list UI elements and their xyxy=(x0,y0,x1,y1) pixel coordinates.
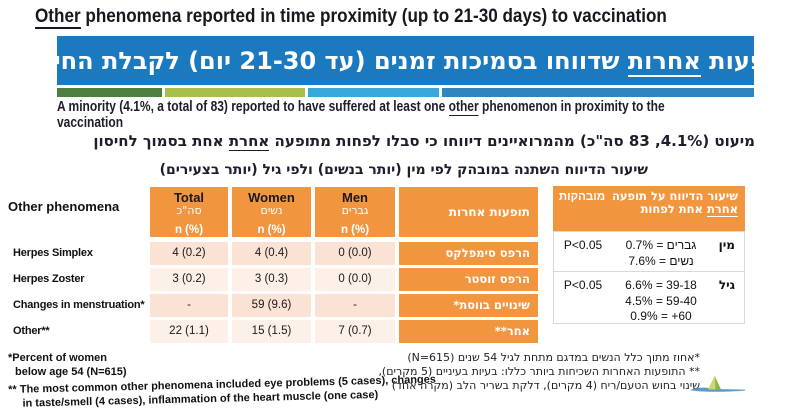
side-age-pvalue: P<0.05 xyxy=(563,278,603,292)
side-age-value-60plus: 0.9% = +60 xyxy=(630,309,692,323)
stripe-segment-lightgreen xyxy=(165,88,305,97)
side-sex-values: 0.7% = גברים 7.6% = נשים xyxy=(610,238,712,269)
side-sex-pvalue: P<0.05 xyxy=(563,238,603,252)
footnote-he: *אחוז מתוך כלל הנשים במדגם מתחת לגיל 54 … xyxy=(364,351,700,393)
intro-he1-underlined-word: אחרת xyxy=(228,132,270,151)
cell-other-women: 15 (1.5) xyxy=(232,320,311,343)
side-header-rate-underlined: אחרת xyxy=(706,202,738,217)
footnote-he-2: ** התופעות האחרות השכיחות ביותר כללו: בע… xyxy=(378,365,700,392)
side-age-value-18-39: 6.6% = 39-18 xyxy=(625,278,697,292)
title-underlined-word: Other xyxy=(35,6,81,29)
footnote-en-1-line2: below age 54 (N=615) xyxy=(15,366,127,378)
side-age-value-40-59: 4.5% = 59-40 xyxy=(625,293,697,308)
cell-simplex-total: 4 (0.2) xyxy=(150,242,228,265)
footnote-he-1: *אחוז מתוך כלל הנשים במדגם מתחת לגיל 54 … xyxy=(407,351,700,364)
intro-en-line1-pre: A minority (4.1%, a total of 83) reporte… xyxy=(57,98,449,115)
table-corner-label: Other phenomena xyxy=(8,199,120,214)
column-header-total: Total סה"כ n (%) xyxy=(150,187,228,237)
side-header-rate: שיעור הדיווח על תופעה אחרת אחת לפחות xyxy=(610,189,738,217)
row-label-herpes-simplex: Herpes Simplex xyxy=(13,247,93,259)
cell-other-men: 7 (0.7) xyxy=(315,320,395,343)
header-men-he: גברים xyxy=(341,204,369,217)
side-row-age: P<0.05 6.6% = 39-18 4.5% = 59-40 0.9% = … xyxy=(553,271,745,324)
intro-en-line1: A minority (4.1%, a total of 83) reporte… xyxy=(57,98,665,116)
cell-zoster-he-label: הרפס זוסטר xyxy=(399,268,538,291)
cell-other-he-label: אחר** xyxy=(399,320,538,343)
cell-zoster-men: 0 (0.0) xyxy=(315,268,395,291)
cell-menstruation-women: 59 (9.6) xyxy=(232,294,311,317)
side-table-header: מובהקות שיעור הדיווח על תופעה אחרת אחת ל… xyxy=(553,186,745,231)
intro-en-line1-post: phenomenon in proximity to the xyxy=(478,98,665,115)
stripe-segment-green xyxy=(57,88,162,97)
intro-he1-post: אחת בסמוך לחיסון xyxy=(93,132,229,150)
cell-zoster-women: 3 (0.3) xyxy=(232,268,311,291)
intro-he1-pre: מיעוט (4.1%, 83 סה"כ) מהמרואיינים דיווחו… xyxy=(269,132,755,150)
title-rest: phenomena reported in time proximity (up… xyxy=(80,6,667,27)
header-phenomena-he-text: תופעות אחרות xyxy=(448,205,530,219)
side-header-rate-post: אחת לפחות xyxy=(640,202,707,216)
cell-simplex-men: 0 (0.0) xyxy=(315,242,395,265)
column-header-phenomena-he: תופעות אחרות xyxy=(399,187,538,237)
hebrew-title-text: תופעות אחרות שדווחו בסמיכות זמנים (עד 21… xyxy=(20,46,791,77)
hebrew-title-banner: תופעות אחרות שדווחו בסמיכות זמנים (עד 21… xyxy=(21,36,790,85)
column-header-women: Women נשים n (%) xyxy=(232,187,311,237)
footnote-en-1: *Percent of women below age 54 (N=615) xyxy=(8,351,127,379)
header-men-en: Men xyxy=(342,190,368,205)
header-total-he: סה"כ xyxy=(176,204,202,217)
ministry-logo-icon xyxy=(690,375,745,392)
header-women-en: Women xyxy=(248,190,295,205)
intro-en-underlined-word: other xyxy=(448,98,479,116)
intro-paragraph-en: A minority (4.1%, a total of 83) reporte… xyxy=(57,98,665,131)
footnote-en-1-line1: *Percent of women xyxy=(8,352,108,364)
intro-en-line2: vaccination xyxy=(57,114,124,131)
cell-menstruation-total: - xyxy=(150,294,228,317)
header-total-unit: n (%) xyxy=(174,224,204,236)
row-label-other: Other** xyxy=(13,325,50,337)
banner-underlined-word: אחרות xyxy=(627,46,701,77)
header-women-unit: n (%) xyxy=(257,224,286,236)
cell-other-total: 22 (1.1) xyxy=(150,320,228,343)
cell-menstruation-men: - xyxy=(315,294,395,317)
header-men-unit: n (%) xyxy=(340,224,370,236)
row-label-menstruation: Changes in menstruation* xyxy=(13,299,145,311)
intro-paragraph-he-line2: שיעור הדיווח השתנה במובהק לפי מין (יותר … xyxy=(159,162,648,178)
banner-post: שדווחו בסמיכות זמנים (עד 21-30 יום) לקבל… xyxy=(20,46,628,75)
stripe-segment-cyan xyxy=(308,88,439,97)
side-sex-value-men: 0.7% = גברים xyxy=(625,238,697,252)
side-sex-value-women: 7.6% = נשים xyxy=(628,253,694,268)
side-row-sex: P<0.05 0.7% = גברים 7.6% = נשים מין xyxy=(553,231,745,272)
row-label-herpes-zoster: Herpes Zoster xyxy=(13,273,85,285)
banner-pre: תופעות xyxy=(700,46,791,75)
cell-simplex-women: 4 (0.4) xyxy=(232,242,311,265)
column-header-men: Men גברים n (%) xyxy=(315,187,395,237)
side-sex-label: מין xyxy=(718,238,735,252)
cell-menstruation-he-label: שינויים בווסת* xyxy=(399,294,538,317)
side-age-label: גיל xyxy=(718,278,735,292)
side-header-significance: מובהקות xyxy=(558,191,606,203)
intro-paragraph-he-line1: מיעוט (4.1%, 83 סה"כ) מהמרואיינים דיווחו… xyxy=(93,132,755,151)
cell-simplex-he-label: הרפס סימפלקס xyxy=(399,242,538,265)
side-header-rate-pre: שיעור הדיווח על תופעה xyxy=(611,189,738,203)
header-total-en: Total xyxy=(173,190,205,205)
stripe-segment-blue xyxy=(442,88,754,97)
page-title: Other phenomena reported in time proximi… xyxy=(35,6,667,29)
header-women-he: נשים xyxy=(260,204,283,217)
cell-zoster-total: 3 (0.2) xyxy=(150,268,228,291)
side-age-values: 6.6% = 39-18 4.5% = 59-40 0.9% = +60 xyxy=(610,278,712,325)
